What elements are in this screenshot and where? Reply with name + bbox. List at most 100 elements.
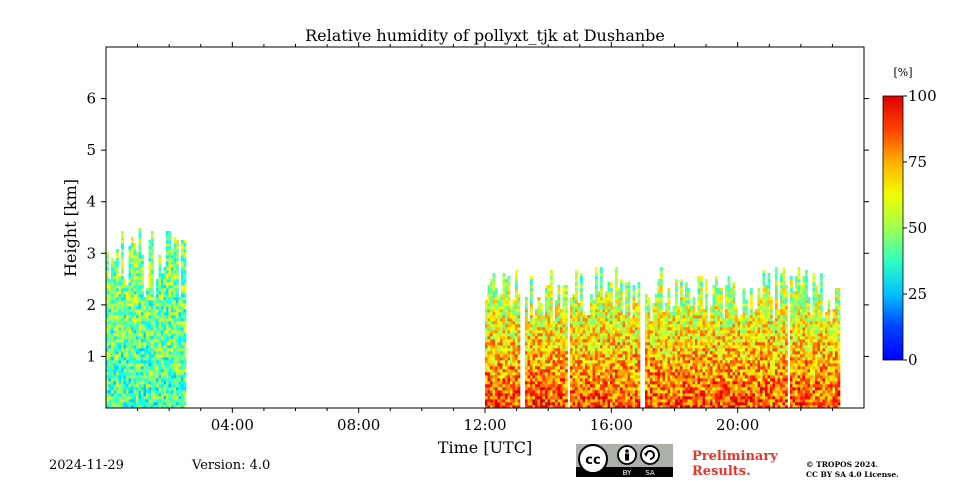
heatmap-cell [116, 264, 119, 268]
heatmap-cell [665, 357, 668, 361]
heatmap-cell [108, 345, 112, 349]
heatmap-cell [171, 327, 174, 331]
heatmap-cell [173, 324, 177, 328]
heatmap-cell [635, 339, 638, 343]
heatmap-cell [530, 405, 533, 409]
heatmap-cell [166, 294, 169, 298]
heatmap-cell [685, 330, 688, 334]
heatmap-cell [572, 351, 576, 355]
heatmap-cell [545, 321, 548, 325]
heatmap-cell [490, 405, 493, 409]
heatmap-cell [547, 294, 551, 298]
heatmap-cell [545, 402, 548, 406]
heatmap-cell [547, 339, 551, 343]
heatmap-cell [492, 300, 496, 304]
heatmap-cell [485, 336, 488, 340]
heatmap-cell [685, 345, 688, 349]
heatmap-cell [685, 309, 688, 313]
heatmap-cell [515, 402, 518, 406]
heatmap-cell [627, 402, 631, 406]
heatmap-cell [660, 342, 663, 346]
heatmap-cell [146, 393, 149, 397]
heatmap-cell [116, 276, 119, 280]
heatmap-cell [151, 324, 154, 328]
heatmap-cell [173, 252, 177, 256]
heatmap-cell [153, 315, 157, 319]
heatmap-cell [647, 315, 651, 319]
heatmap-cell [487, 381, 491, 385]
heatmap-cell [532, 330, 536, 334]
heatmap-cell [670, 312, 673, 316]
heatmap-cell [183, 297, 187, 301]
heatmap-cell [490, 315, 493, 319]
heatmap-cell [530, 360, 533, 364]
heatmap-cell [530, 375, 533, 379]
heatmap-cell [582, 327, 586, 331]
heatmap-cell [565, 354, 568, 358]
heatmap-cell [710, 372, 713, 376]
heatmap-cell [487, 321, 491, 325]
heatmap-cell [560, 318, 563, 322]
heatmap-cell [632, 324, 636, 328]
heatmap-cell [540, 381, 543, 385]
heatmap-cell [156, 390, 159, 394]
heatmap-cell [645, 366, 648, 370]
heatmap-cell [712, 378, 716, 382]
heatmap-cell [490, 378, 493, 382]
heatmap-cell [692, 339, 696, 343]
heatmap-cell [575, 381, 578, 385]
heatmap-cell [128, 294, 132, 298]
heatmap-cell [572, 324, 576, 328]
heatmap-cell [647, 399, 651, 403]
heatmap-cell [692, 387, 696, 391]
heatmap-cell [687, 318, 691, 322]
heatmap-cell [687, 375, 691, 379]
heatmap-cell [515, 342, 518, 346]
heatmap-cell [126, 345, 129, 349]
heatmap-cell [517, 303, 521, 307]
heatmap-cell [500, 375, 503, 379]
heatmap-cell [560, 345, 563, 349]
heatmap-cell [650, 339, 653, 343]
heatmap-cell [615, 369, 618, 373]
heatmap-cell [183, 405, 187, 409]
heatmap-cell [158, 390, 162, 394]
heatmap-cell [123, 324, 127, 328]
heatmap-cell [677, 405, 681, 409]
heatmap-cell [557, 393, 561, 397]
heatmap-cell [131, 261, 134, 265]
heatmap-cell [108, 399, 112, 403]
heatmap-cell [178, 402, 182, 406]
heatmap-cell [662, 333, 666, 337]
heatmap-cell [532, 402, 536, 406]
heatmap-cell [625, 282, 628, 286]
heatmap-cell [687, 342, 691, 346]
heatmap-cell [600, 381, 603, 385]
heatmap-cell [690, 387, 693, 391]
heatmap-cell [575, 282, 578, 286]
heatmap-cell [672, 384, 676, 388]
heatmap-cell [715, 387, 718, 391]
heatmap-cell [710, 330, 713, 334]
heatmap-cell [600, 276, 603, 280]
heatmap-cell [660, 351, 663, 355]
heatmap-cell [123, 282, 127, 286]
heatmap-cell [133, 243, 137, 247]
heatmap-cell [166, 399, 169, 403]
heatmap-cell [572, 330, 576, 334]
heatmap-cell [168, 375, 172, 379]
heatmap-cell [547, 369, 551, 373]
heatmap-cell [672, 366, 676, 370]
heatmap-cell [585, 375, 588, 379]
heatmap-cell [652, 369, 656, 373]
heatmap-cell [151, 387, 154, 391]
heatmap-cell [133, 354, 137, 358]
heatmap-cell [106, 324, 109, 328]
heatmap-cell [535, 399, 538, 403]
heatmap-cell [545, 399, 548, 403]
heatmap-cell [672, 348, 676, 352]
heatmap-cell [630, 342, 633, 346]
heatmap-cell [113, 393, 117, 397]
heatmap-cell [715, 327, 718, 331]
heatmap-cell [535, 393, 538, 397]
